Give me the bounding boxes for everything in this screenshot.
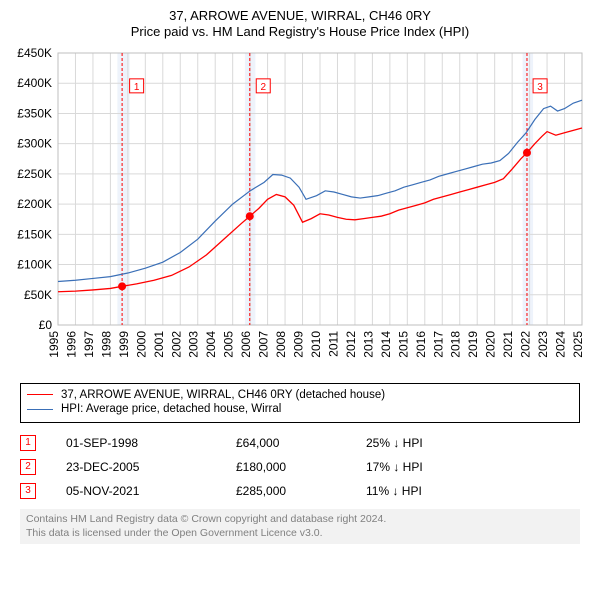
svg-text:2022: 2022 xyxy=(519,330,533,357)
svg-text:2010: 2010 xyxy=(309,330,323,357)
table-row: 3 05-NOV-2021 £285,000 11% ↓ HPI xyxy=(20,479,580,503)
svg-text:£0: £0 xyxy=(39,318,53,332)
table-row: 2 23-DEC-2005 £180,000 17% ↓ HPI xyxy=(20,455,580,479)
svg-text:2020: 2020 xyxy=(484,330,498,357)
sale-badge-3: 3 xyxy=(20,483,36,499)
svg-text:2008: 2008 xyxy=(274,330,288,357)
svg-text:£50K: £50K xyxy=(24,287,52,301)
svg-text:1995: 1995 xyxy=(47,330,61,357)
svg-text:2004: 2004 xyxy=(204,330,218,357)
svg-text:£350K: £350K xyxy=(17,106,52,120)
legend-swatch-1 xyxy=(27,394,53,395)
svg-text:£300K: £300K xyxy=(17,136,52,150)
svg-text:1996: 1996 xyxy=(64,330,78,357)
svg-text:£200K: £200K xyxy=(17,197,52,211)
svg-text:2006: 2006 xyxy=(239,330,253,357)
chart-title-line2: Price paid vs. HM Land Registry's House … xyxy=(10,24,590,40)
svg-text:2007: 2007 xyxy=(257,330,271,357)
legend-item-2: HPI: Average price, detached house, Wirr… xyxy=(27,402,573,417)
svg-text:1997: 1997 xyxy=(82,330,96,357)
svg-text:2018: 2018 xyxy=(449,330,463,357)
svg-text:£400K: £400K xyxy=(17,76,52,90)
svg-text:2013: 2013 xyxy=(361,330,375,357)
chart-svg: £0 £50K £100K £150K £200K £250K £300K £350K £400… xyxy=(10,47,590,377)
legend-item-1: 37, ARROWE AVENUE, WIRRAL, CH46 0RY (det… xyxy=(27,388,573,403)
chart-container: 37, ARROWE AVENUE, WIRRAL, CH46 0RY Pric… xyxy=(0,0,600,590)
svg-text:1: 1 xyxy=(134,81,140,92)
legend: 37, ARROWE AVENUE, WIRRAL, CH46 0RY (det… xyxy=(20,383,580,424)
svg-text:2019: 2019 xyxy=(466,330,480,357)
sale-delta-3: 11% ↓ HPI xyxy=(366,484,580,498)
sale-date-3: 05-NOV-2021 xyxy=(66,484,236,498)
svg-text:2023: 2023 xyxy=(536,330,550,357)
svg-text:2011: 2011 xyxy=(326,330,340,356)
svg-text:2015: 2015 xyxy=(396,330,410,357)
svg-text:2005: 2005 xyxy=(222,330,236,357)
svg-text:2017: 2017 xyxy=(431,330,445,357)
chart-plot: £0 £50K £100K £150K £200K £250K £300K £350K £400… xyxy=(10,47,590,377)
footer-line2: This data is licensed under the Open Gov… xyxy=(26,527,574,540)
svg-text:2016: 2016 xyxy=(414,330,428,357)
svg-text:1999: 1999 xyxy=(117,330,131,357)
footer-attribution: Contains HM Land Registry data © Crown c… xyxy=(20,509,580,543)
svg-text:£250K: £250K xyxy=(17,166,52,180)
svg-text:2002: 2002 xyxy=(169,330,183,357)
svg-text:2: 2 xyxy=(260,81,266,92)
footer-line1: Contains HM Land Registry data © Crown c… xyxy=(26,513,574,526)
svg-text:1998: 1998 xyxy=(99,330,113,357)
chart-title-line1: 37, ARROWE AVENUE, WIRRAL, CH46 0RY xyxy=(10,8,590,24)
svg-text:2000: 2000 xyxy=(134,330,148,357)
sale-price-2: £180,000 xyxy=(236,460,366,474)
legend-swatch-2 xyxy=(27,409,53,410)
svg-text:£450K: £450K xyxy=(17,47,52,60)
table-row: 1 01-SEP-1998 £64,000 25% ↓ HPI xyxy=(20,431,580,455)
svg-text:2001: 2001 xyxy=(152,330,166,357)
svg-text:£100K: £100K xyxy=(17,257,52,271)
svg-text:2025: 2025 xyxy=(571,330,585,357)
sale-price-1: £64,000 xyxy=(236,436,366,450)
legend-label-1: 37, ARROWE AVENUE, WIRRAL, CH46 0RY (det… xyxy=(61,388,385,403)
sale-badge-2: 2 xyxy=(20,459,36,475)
svg-text:3: 3 xyxy=(537,81,543,92)
sale-date-1: 01-SEP-1998 xyxy=(66,436,236,450)
svg-text:2021: 2021 xyxy=(501,330,515,357)
svg-text:2024: 2024 xyxy=(554,330,568,357)
svg-text:£150K: £150K xyxy=(17,227,52,241)
svg-text:2009: 2009 xyxy=(292,330,306,357)
sale-delta-1: 25% ↓ HPI xyxy=(366,436,580,450)
sale-date-2: 23-DEC-2005 xyxy=(66,460,236,474)
sale-price-3: £285,000 xyxy=(236,484,366,498)
sales-table: 1 01-SEP-1998 £64,000 25% ↓ HPI 2 23-DEC… xyxy=(20,431,580,503)
svg-text:2014: 2014 xyxy=(379,330,393,357)
svg-text:2003: 2003 xyxy=(187,330,201,357)
sale-delta-2: 17% ↓ HPI xyxy=(366,460,580,474)
sale-badge-1: 1 xyxy=(20,435,36,451)
legend-label-2: HPI: Average price, detached house, Wirr… xyxy=(61,402,281,417)
svg-text:2012: 2012 xyxy=(344,330,358,357)
